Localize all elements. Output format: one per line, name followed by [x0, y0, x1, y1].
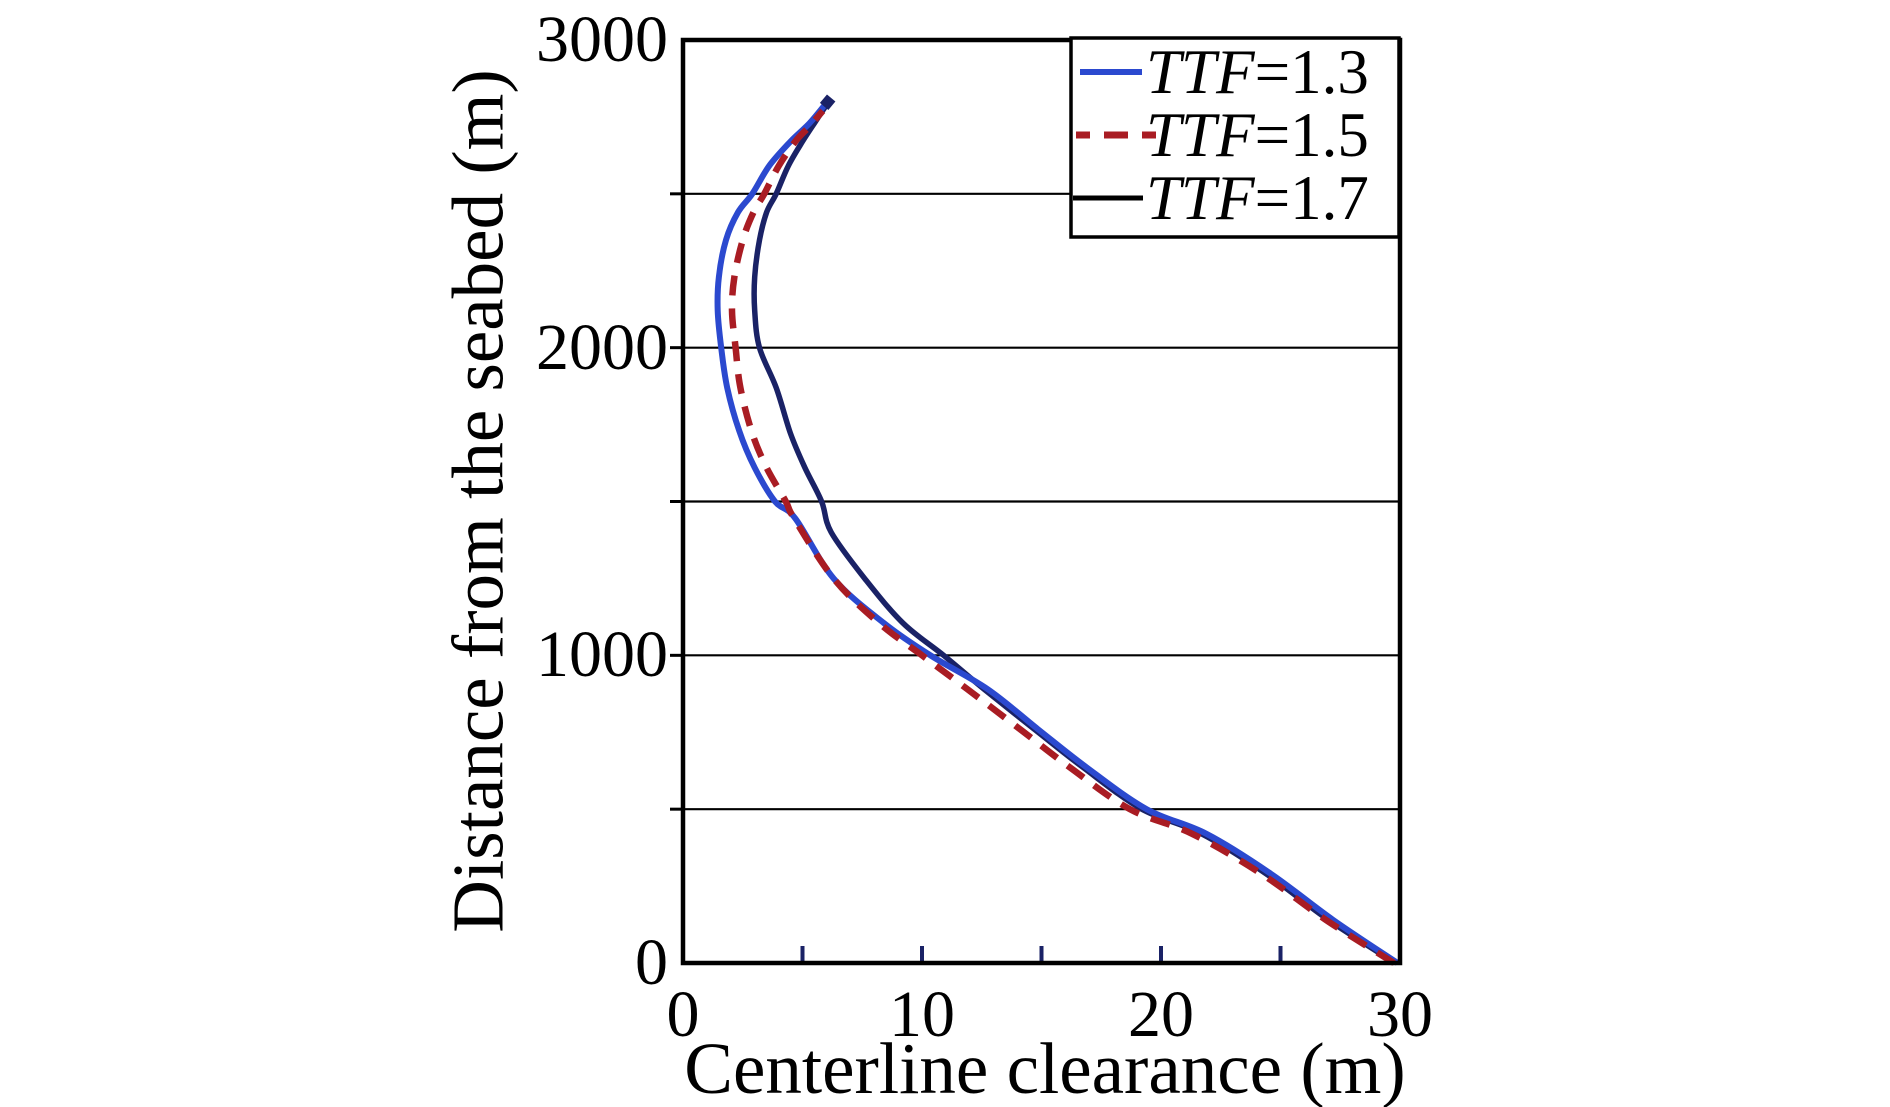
legend-label-ttf-1.7: TTF=1.7 — [1146, 167, 1369, 230]
legend-value-3: =1.7 — [1254, 163, 1369, 233]
x-tick-label-0: 0 — [666, 978, 700, 1051]
legend-label-ttf-1.5: TTF=1.5 — [1146, 104, 1369, 167]
y-tick-label-2000: 2000 — [536, 311, 668, 384]
y-axis-title: Distance from the seabed (m) — [437, 69, 519, 933]
x-tick-label-10: 10 — [889, 978, 955, 1051]
y-tick-label-1000: 1000 — [536, 618, 668, 691]
curve-tip-marker — [819, 94, 836, 110]
curve-ttf-1.3 — [714, 99, 1400, 966]
legend-var-2: TTF — [1146, 100, 1255, 170]
legend-var-1: TTF — [1146, 37, 1255, 107]
curve-ttf-1.5 — [728, 108, 1396, 966]
y-tick-label-3000: 3000 — [536, 3, 668, 76]
x-axis-title: Centerline clearance (m) — [684, 1028, 1406, 1107]
legend-value-1: =1.3 — [1254, 37, 1369, 107]
x-tick-label-30: 30 — [1367, 978, 1433, 1051]
legend-label-ttf-1.3: TTF=1.3 — [1146, 41, 1369, 104]
x-tick-label-20: 20 — [1128, 978, 1194, 1051]
y-tick-label-0: 0 — [635, 926, 668, 999]
legend-var-3: TTF — [1146, 163, 1255, 233]
plot-border — [680, 37, 1403, 966]
legend-value-2: =1.5 — [1254, 100, 1369, 170]
